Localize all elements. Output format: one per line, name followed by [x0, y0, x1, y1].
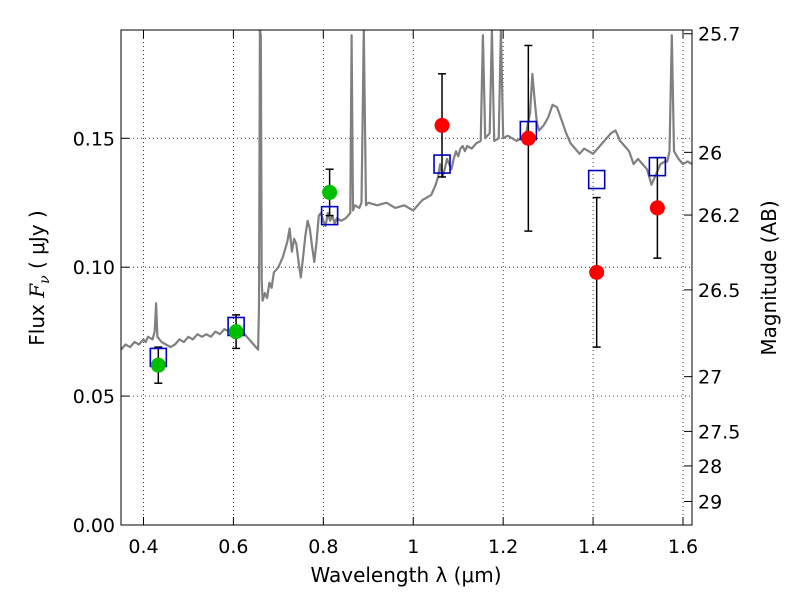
- series-layer: [121, 30, 692, 351]
- y2-tick-label: 28: [698, 456, 722, 478]
- spectrum-line: [121, 30, 692, 351]
- data-point-marker: [228, 324, 244, 340]
- plot-frame: [120, 29, 693, 526]
- data-point-marker: [434, 117, 450, 133]
- y-axis-label-prefix: Flux: [25, 298, 49, 346]
- x-tick-label: 0.8: [308, 536, 338, 558]
- model-square-marker: [587, 169, 606, 190]
- x-tick-label: 1.2: [488, 536, 518, 558]
- y-tick-label: 0.15: [73, 128, 115, 150]
- y2-axis-label: Magnitude (AB): [757, 200, 781, 355]
- y2-tick-label: 26: [698, 142, 722, 164]
- y2-tick-label: 27: [698, 367, 722, 389]
- x-tick-label: 1.4: [578, 536, 608, 558]
- x-axis-label: Wavelength λ (μm): [310, 563, 501, 587]
- y-axis-label-suffix: ( μJy ): [25, 210, 49, 275]
- y-axis-label-variable: F: [25, 283, 49, 299]
- y-axis-label: Flux Fν ( μJy ): [25, 210, 53, 345]
- plot-background: [121, 30, 692, 525]
- data-point-marker: [649, 200, 665, 216]
- model-square-marker: [320, 205, 339, 226]
- y2-tick-label: 26.2: [698, 205, 740, 227]
- grid: [121, 30, 692, 526]
- y-tick-label: 0.00: [73, 515, 115, 537]
- y-tick-label: 0.10: [73, 257, 115, 279]
- y2-tick-label: 29: [698, 491, 722, 513]
- x-tick-label: 0.6: [218, 536, 248, 558]
- y2-tick-label: 26.5: [698, 280, 740, 302]
- x-tick-label: 1: [407, 536, 419, 558]
- y2-tick-label: 27.5: [698, 421, 740, 443]
- y-tick-label: 0.05: [73, 386, 115, 408]
- data-point-marker: [322, 184, 338, 200]
- data-point-marker: [520, 130, 536, 146]
- y2-tick-label: 25.7: [698, 24, 740, 46]
- model-square-marker: [433, 154, 451, 174]
- x-tick-label: 1.6: [668, 536, 698, 558]
- x-tick-label: 0.4: [128, 536, 158, 558]
- y-axis-label-subscript: ν: [37, 275, 53, 284]
- data-point-marker: [589, 264, 605, 280]
- marker-layer: [149, 117, 667, 373]
- data-point-marker: [150, 357, 166, 373]
- ticks: 0.4 0.6 0.8 1 1.2 1.4 1.6 0.00 0.05 0.10 0.15 25.7 2…: [73, 24, 741, 558]
- model-square-marker: [648, 156, 667, 177]
